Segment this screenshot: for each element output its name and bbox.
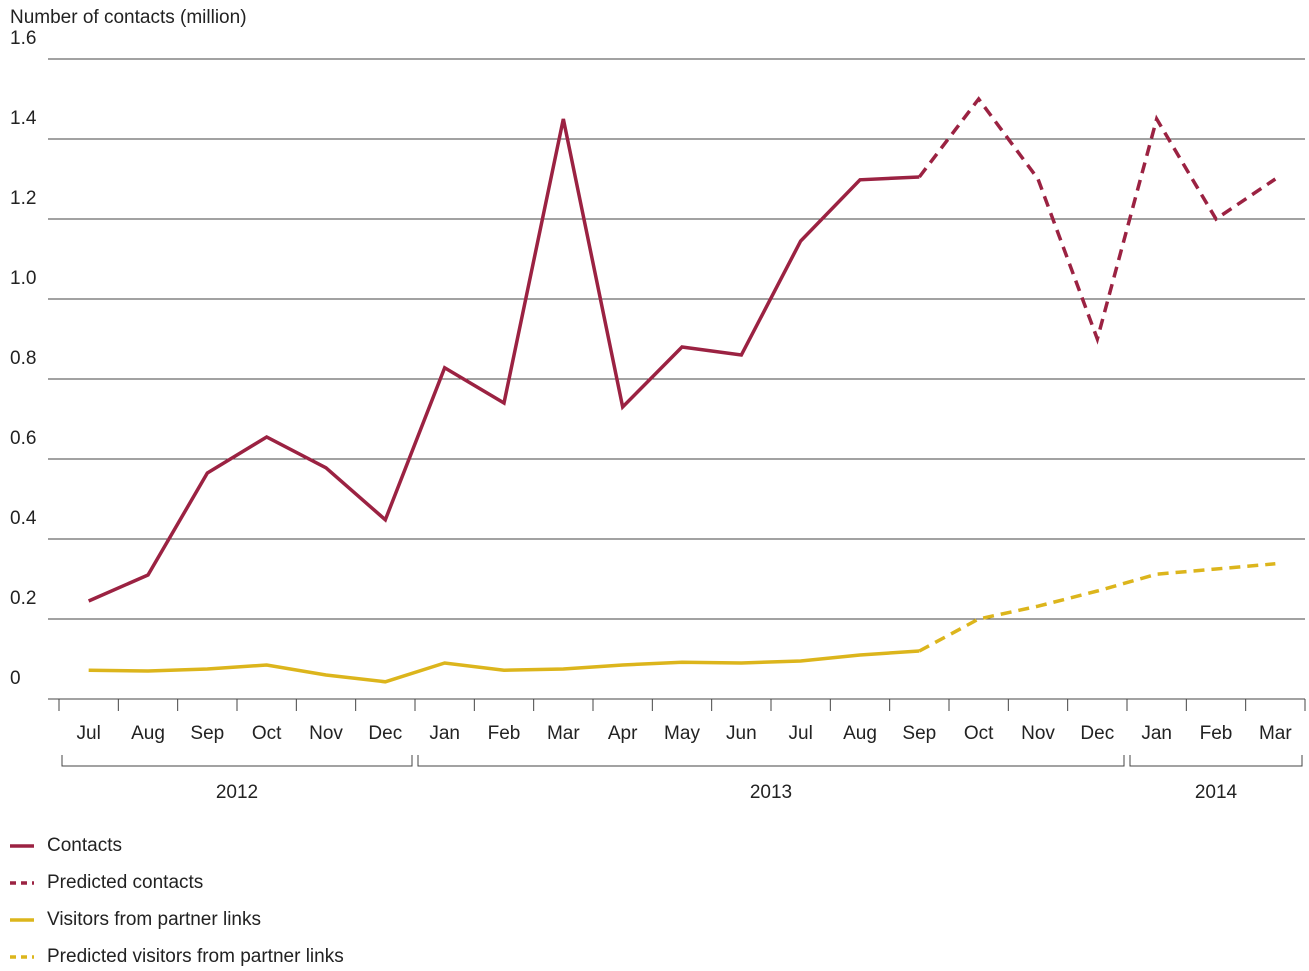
x-tick-label: Aug <box>843 723 877 744</box>
x-tick-label: May <box>664 723 700 744</box>
year-label: 2013 <box>750 782 792 803</box>
y-tick-label: 0.4 <box>10 508 37 529</box>
legend-label: Contacts <box>47 835 122 856</box>
x-tick-label: Nov <box>309 723 343 744</box>
y-tick-label: 1.2 <box>10 188 36 209</box>
year-label: 2014 <box>1195 782 1238 803</box>
x-tick-label: Oct <box>964 723 994 744</box>
y-tick-label: 0.8 <box>10 348 36 369</box>
x-tick-label: Sep <box>190 723 224 744</box>
x-tick-label: Oct <box>252 723 282 744</box>
year-bracket <box>417 755 1125 767</box>
x-tick-label: Jan <box>429 723 460 744</box>
x-tick-label: Mar <box>547 723 580 744</box>
y-tick-label: 1.6 <box>10 28 36 49</box>
x-tick-label: Apr <box>608 723 638 744</box>
series-line <box>88 649 920 684</box>
x-tick-label: Jul <box>789 723 813 744</box>
x-tick-label: Dec <box>368 723 402 744</box>
year-label: 2012 <box>216 782 258 803</box>
legend-label: Visitors from partner links <box>47 909 261 930</box>
x-tick-label: Nov <box>1021 723 1055 744</box>
y-axis-title: Number of contacts (million) <box>10 7 247 28</box>
legend-label: Predicted contacts <box>47 872 203 893</box>
x-tick-label: Feb <box>488 723 521 744</box>
x-tick-label: Jun <box>726 723 757 744</box>
y-tick-label: 0.6 <box>10 428 36 449</box>
series-line <box>918 562 1276 653</box>
x-tick-label: Sep <box>902 723 936 744</box>
x-tick-label: Jan <box>1141 723 1172 744</box>
y-tick-label: 1.4 <box>10 108 37 129</box>
y-tick-label: 0.2 <box>10 588 36 609</box>
year-bracket <box>1129 755 1303 767</box>
legend-label: Predicted visitors from partner links <box>47 946 344 967</box>
x-tick-label: Aug <box>131 723 165 744</box>
x-tick-label: Feb <box>1200 723 1233 744</box>
x-tick-label: Dec <box>1080 723 1114 744</box>
series-line <box>87 118 920 603</box>
x-tick-label: Mar <box>1259 723 1292 744</box>
series-line <box>917 96 1277 345</box>
y-tick-label: 0 <box>10 668 21 689</box>
x-tick-label: Jul <box>77 723 101 744</box>
y-tick-label: 1.0 <box>10 268 36 289</box>
year-bracket <box>61 755 413 767</box>
